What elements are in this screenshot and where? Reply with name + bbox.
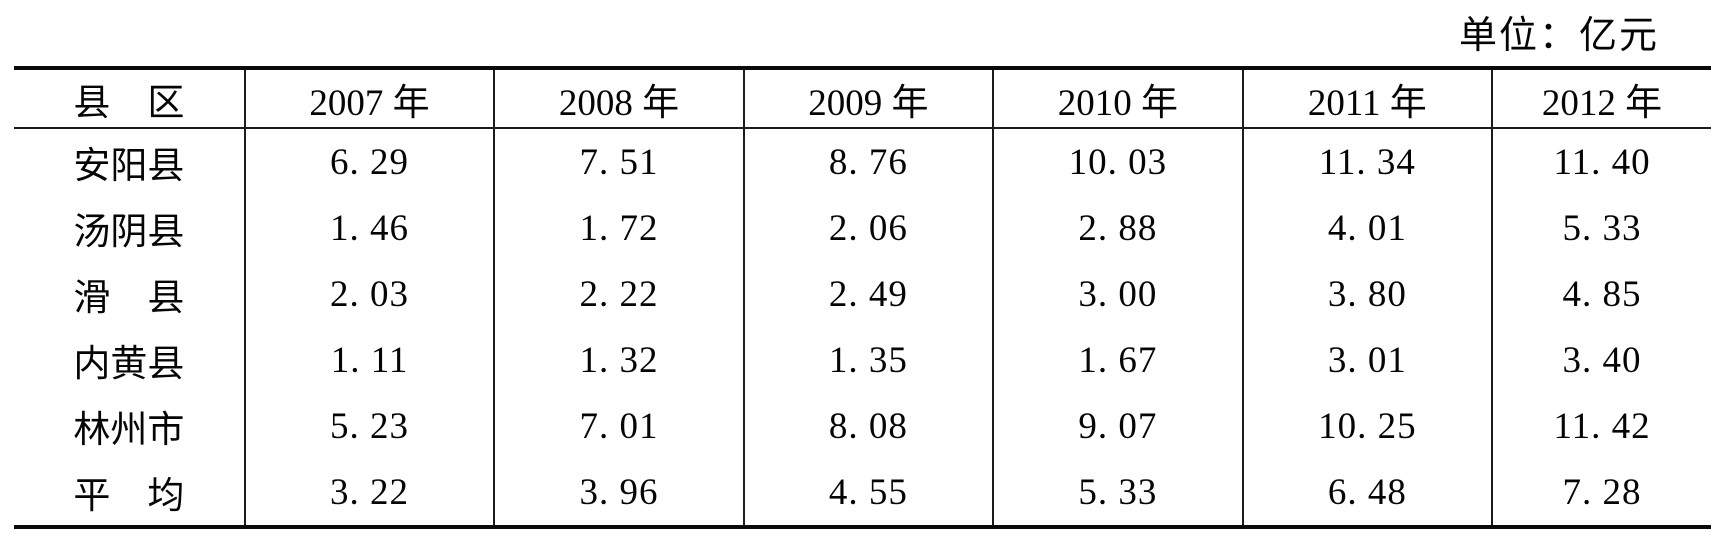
value-cell: 2. 88 [992, 195, 1243, 261]
value-cell: 7. 51 [493, 128, 744, 195]
row-label-cell: 汤阴县 [73, 212, 185, 253]
value-cell: 3. 01 [1241, 327, 1493, 393]
value-cell: 5. 23 [243, 393, 495, 459]
unit-label: 单位：亿元 [1458, 15, 1659, 57]
value-cell: 1. 35 [742, 327, 994, 393]
value-cell: 4. 55 [742, 459, 994, 527]
value-cell: 11. 34 [1241, 128, 1493, 195]
value-cell: 5. 33 [992, 459, 1243, 527]
column-header-year-2011: 2011 年 [1241, 68, 1493, 129]
column-header-year-2008: 2008 年 [493, 68, 744, 129]
value-cell: 4. 01 [1241, 195, 1493, 261]
value-cell: 3. 80 [1241, 261, 1493, 327]
value-cell: 3. 40 [1491, 327, 1711, 393]
value-cell: 11. 40 [1491, 128, 1711, 195]
value-cell: 8. 76 [742, 128, 994, 195]
value-cell: 1. 46 [243, 195, 495, 261]
value-cell: 10. 03 [992, 128, 1243, 195]
column-header-year-2007: 2007 年 [243, 68, 495, 129]
column-header-year-2009: 2009 年 [742, 68, 994, 129]
table-row-huaxian: 滑 县 2. 03 2. 22 2. 49 3. 00 3. 80 4. 85 [14, 261, 1711, 327]
row-label-cell: 安阳县 [73, 146, 185, 187]
value-cell: 10. 25 [1241, 393, 1493, 459]
table-header-row: 县 区 2007 年 2008 年 2009 年 2010 年 2011 年 2… [14, 68, 1711, 129]
table-row-tangyin: 汤阴县 1. 46 1. 72 2. 06 2. 88 4. 01 5. 33 [14, 195, 1711, 261]
value-cell: 2. 06 [742, 195, 994, 261]
table-row-average: 平 均 3. 22 3. 96 4. 55 5. 33 6. 48 7. 28 [14, 459, 1711, 527]
value-cell: 6. 48 [1241, 459, 1493, 527]
table-row-neihuang: 内黄县 1. 11 1. 32 1. 35 1. 67 3. 01 3. 40 [14, 327, 1711, 393]
value-cell: 7. 01 [493, 393, 744, 459]
row-label-cell: 内黄县 [73, 344, 185, 385]
value-cell: 1. 72 [493, 195, 744, 261]
value-cell: 7. 28 [1491, 459, 1711, 527]
value-cell: 3. 22 [243, 459, 495, 527]
table-row-anyang: 安阳县 6. 29 7. 51 8. 76 10. 03 11. 34 11. … [14, 128, 1711, 195]
value-cell: 2. 03 [243, 261, 495, 327]
value-cell: 2. 22 [493, 261, 744, 327]
value-cell: 3. 00 [992, 261, 1243, 327]
value-cell: 2. 49 [742, 261, 994, 327]
value-cell: 1. 11 [243, 327, 495, 393]
column-header-year-2010: 2010 年 [992, 68, 1243, 129]
column-header-year-2012: 2012 年 [1491, 68, 1711, 129]
value-cell: 4. 85 [1491, 261, 1711, 327]
value-cell: 5. 33 [1491, 195, 1711, 261]
county-revenue-table: 县 区 2007 年 2008 年 2009 年 2010 年 2011 年 2… [14, 66, 1711, 529]
row-label-cell: 平 均 [73, 476, 185, 517]
value-cell: 11. 42 [1491, 393, 1711, 459]
row-label-cell: 滑 县 [73, 278, 185, 319]
value-cell: 8. 08 [742, 393, 994, 459]
row-label-cell: 林州市 [73, 410, 185, 451]
value-cell: 6. 29 [243, 128, 495, 195]
value-cell: 1. 67 [992, 327, 1243, 393]
value-cell: 9. 07 [992, 393, 1243, 459]
column-header-region: 县 区 [14, 68, 245, 129]
table-row-linzhou: 林州市 5. 23 7. 01 8. 08 9. 07 10. 25 11. 4… [14, 393, 1711, 459]
value-cell: 3. 96 [493, 459, 744, 527]
value-cell: 1. 32 [493, 327, 744, 393]
